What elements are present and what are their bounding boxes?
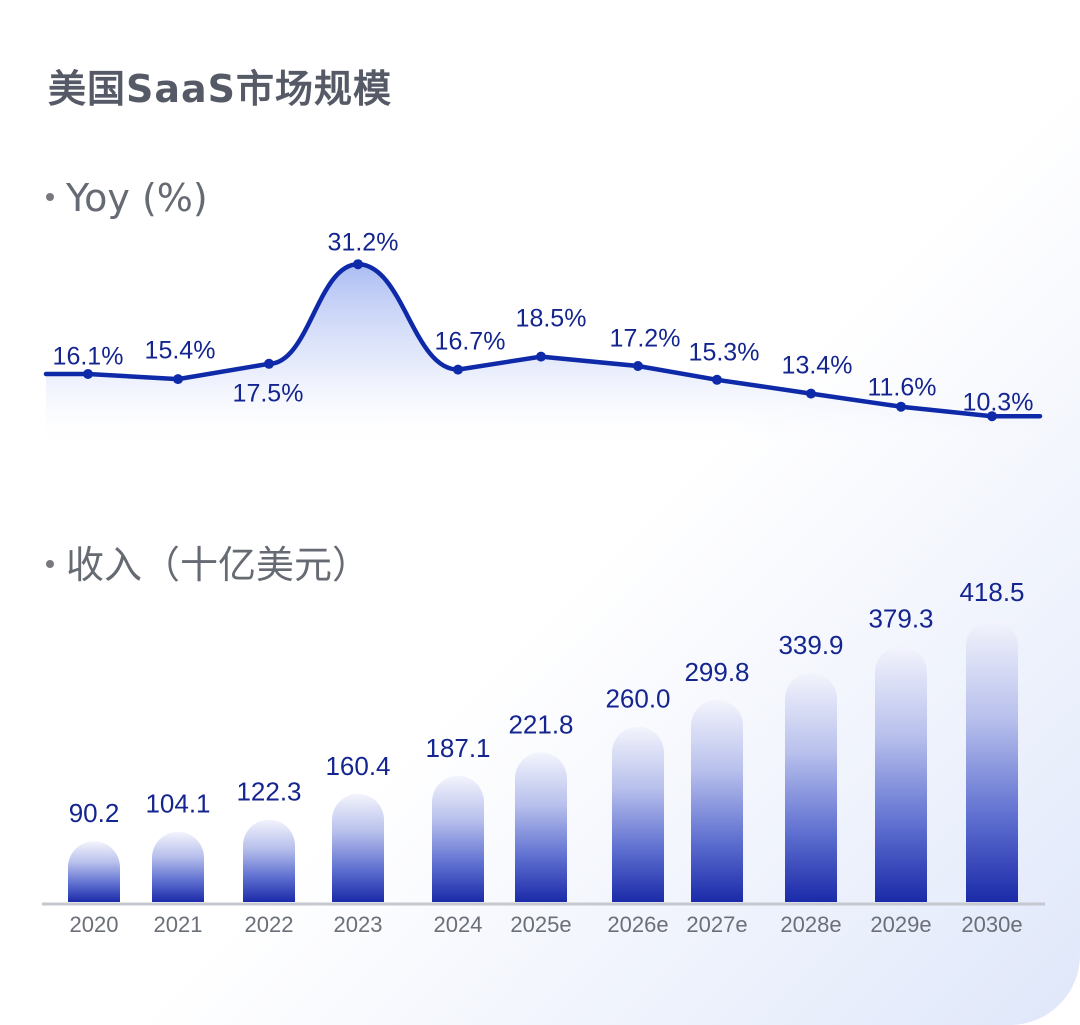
yoy-data-label: 17.2% — [610, 325, 681, 353]
yoy-data-point — [173, 374, 183, 385]
revenue-bar — [966, 619, 1018, 902]
revenue-data-label: 122.3 — [236, 776, 301, 806]
revenue-label-text: 收入（十亿美元） — [66, 543, 371, 587]
yoy-data-point — [712, 374, 722, 385]
yoy-data-label: 18.5% — [516, 305, 587, 333]
yoy-data-label: 11.6% — [867, 374, 936, 402]
revenue-bar — [432, 775, 484, 902]
bullet-icon — [46, 559, 54, 568]
revenue-bar — [243, 819, 295, 902]
revenue-data-label: 418.5 — [959, 577, 1024, 607]
yoy-data-label: 17.5% — [233, 380, 304, 408]
yoy-section-label: Yoy (%) — [46, 176, 208, 220]
x-tick-label: 2030e — [961, 912, 1022, 937]
revenue-data-label: 379.3 — [868, 603, 933, 633]
yoy-data-point — [987, 411, 997, 422]
x-tick-label: 2023 — [334, 912, 383, 937]
yoy-label-text: Yoy (%) — [66, 176, 208, 220]
revenue-data-label: 260.0 — [605, 684, 670, 714]
yoy-data-label: 16.1% — [53, 343, 124, 371]
yoy-data-point — [896, 401, 906, 412]
yoy-data-point — [453, 364, 463, 375]
yoy-data-point — [633, 361, 643, 371]
revenue-bar — [691, 699, 743, 902]
revenue-data-label: 221.8 — [508, 709, 573, 739]
yoy-data-point — [264, 358, 274, 369]
x-tick-label: 2024 — [434, 912, 483, 937]
revenue-section-label: 收入（十亿美元） — [46, 534, 370, 589]
revenue-data-label: 90.2 — [69, 798, 120, 828]
yoy-data-point — [536, 351, 546, 362]
yoy-line-chart: 16.1% 15.4% 17.5% 31.2% 16.7% 18.5% 17.2% 15.3%… — [43, 229, 1043, 450]
yoy-data-label: 31.2% — [328, 229, 399, 257]
yoy-data-point — [806, 388, 816, 399]
yoy-data-label: 10.3% — [963, 389, 1034, 417]
x-tick-label: 2026e — [607, 912, 668, 937]
x-tick-label: 2028e — [780, 912, 841, 937]
yoy-data-label: 15.3% — [689, 339, 760, 367]
x-tick-label: 2027e — [686, 912, 747, 937]
yoy-data-label: 15.4% — [145, 337, 216, 365]
yoy-data-label: 13.4% — [782, 352, 853, 380]
revenue-bar — [612, 726, 664, 902]
x-tick-label: 2025e — [510, 912, 571, 937]
yoy-data-label: 16.7% — [435, 328, 506, 356]
revenue-bar — [785, 672, 837, 902]
yoy-data-point — [353, 259, 363, 270]
x-tick-label: 2029e — [870, 912, 931, 937]
revenue-data-label: 299.8 — [684, 657, 749, 687]
x-tick-label: 2021 — [154, 912, 203, 937]
revenue-data-label: 104.1 — [145, 789, 210, 819]
bullet-icon — [46, 192, 54, 201]
revenue-bar — [152, 831, 204, 902]
page-title: 美国SaaS市场规模 — [48, 67, 393, 111]
yoy-data-point — [83, 369, 93, 379]
revenue-data-label: 187.1 — [425, 733, 490, 763]
revenue-bar — [68, 841, 120, 902]
revenue-bar — [875, 646, 927, 902]
revenue-bar — [332, 793, 384, 902]
revenue-data-label: 160.4 — [325, 751, 390, 781]
x-tick-label: 2022 — [245, 912, 294, 937]
revenue-bar-chart: 90.2 2020 104.1 2021 122.3 2022 160.4 2023 187.1… — [42, 577, 1045, 937]
x-tick-label: 2020 — [70, 912, 119, 937]
revenue-data-label: 339.9 — [778, 630, 843, 660]
revenue-bar — [515, 752, 567, 902]
